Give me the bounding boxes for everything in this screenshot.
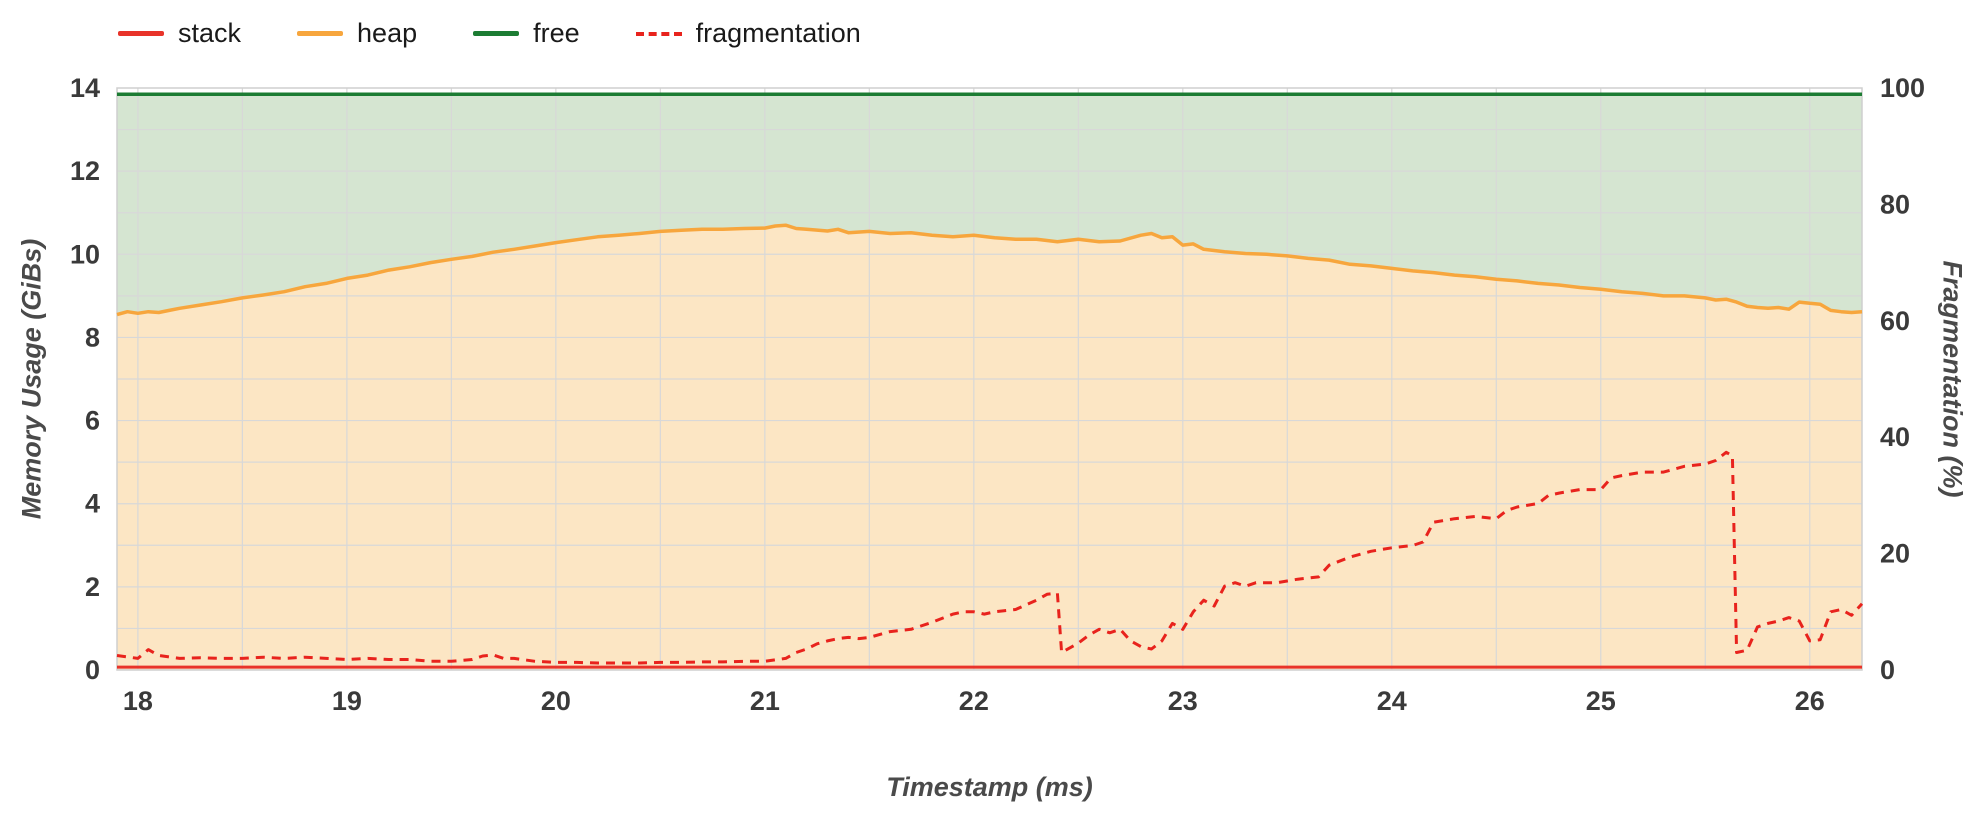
x-tick-label: 21: [750, 686, 780, 716]
y-left-tick-label: 6: [85, 406, 100, 436]
y-axis-title-left: Memory Usage (GiBs): [16, 238, 47, 520]
chart-legend: stack heap free fragmentation: [118, 20, 861, 47]
x-tick-label: 18: [123, 686, 153, 716]
x-tick-label: 22: [959, 686, 989, 716]
x-tick-label: 19: [332, 686, 362, 716]
gridlines: [117, 88, 1862, 670]
legend-label: stack: [178, 18, 242, 48]
y-right-tick-label: 20: [1880, 539, 1910, 569]
x-tick-label: 20: [541, 686, 571, 716]
fragmentation-line: [116, 450, 1864, 665]
legend-label: heap: [357, 18, 418, 48]
x-tick-label: 26: [1795, 686, 1825, 716]
y-right-tick-label: 40: [1880, 422, 1910, 452]
legend-label: free: [533, 18, 580, 48]
free-line-swatch-icon: [473, 31, 520, 36]
y-left-tick-label: 12: [70, 156, 100, 186]
legend-item-heap: heap: [297, 20, 417, 47]
y-right-tick-label: 80: [1880, 189, 1910, 219]
y-left-tick-label: 0: [85, 655, 100, 685]
y-right-tick-label: 100: [1880, 73, 1925, 103]
y-left-tick-label: 14: [70, 73, 100, 103]
legend-item-stack: stack: [118, 20, 241, 47]
legend-item-fragmentation: fragmentation: [635, 18, 861, 48]
stack-line-swatch-icon: [118, 31, 164, 36]
free-area: [117, 94, 1862, 315]
fragmentation-line-swatch-icon: [635, 31, 682, 36]
y-left-tick-label: 2: [85, 572, 100, 602]
y-left-tick-label: 8: [85, 322, 100, 352]
legend-item-free: free: [473, 20, 580, 47]
x-tick-label: 25: [1586, 686, 1616, 716]
plot-border: [116, 87, 1863, 671]
y-right-tick-label: 0: [1880, 655, 1895, 685]
x-tick-label: 24: [1377, 686, 1407, 716]
y-axis-title-right: Fragmentation (%): [1937, 260, 1968, 498]
legend-label: fragmentation: [695, 18, 861, 48]
x-axis-title: Timestamp (ms): [886, 772, 1093, 802]
x-tick-label: 23: [1168, 686, 1198, 716]
y-left-tick-label: 10: [70, 239, 100, 269]
heap-line: [116, 223, 1863, 317]
heap-area: [117, 225, 1862, 670]
y-right-tick-label: 60: [1880, 306, 1910, 336]
y-left-tick-label: 4: [85, 489, 100, 519]
heap-line-swatch-icon: [297, 31, 344, 36]
